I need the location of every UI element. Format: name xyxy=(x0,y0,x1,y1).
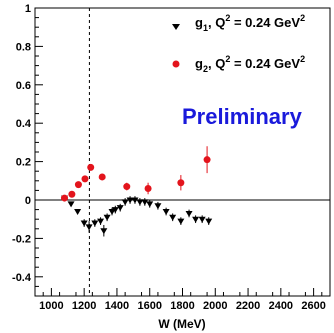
data-point-triangle xyxy=(205,218,213,225)
data-point-triangle xyxy=(192,216,200,223)
data-point-circle xyxy=(61,194,68,202)
x-axis-title: W (MeV) xyxy=(158,317,205,331)
data-point-triangle xyxy=(74,209,82,216)
plot-frame xyxy=(34,7,331,297)
x-tick-label: 1200 xyxy=(72,300,96,312)
data-point-circle xyxy=(123,183,131,191)
series-1 xyxy=(61,195,213,237)
data-point-circle xyxy=(177,179,185,187)
legend-label-g2: g2, Q2 = 0.24 GeV2 xyxy=(195,54,305,74)
series-2 xyxy=(61,146,211,202)
data-point-circle xyxy=(87,163,95,171)
x-tick-label: 2400 xyxy=(269,300,293,312)
data-point-triangle xyxy=(146,201,154,208)
data-layer xyxy=(61,146,213,237)
data-point-triangle xyxy=(121,199,129,206)
data-point-triangle xyxy=(80,220,88,227)
legend-marker-circle xyxy=(172,60,180,68)
y-tick-label: 0.6 xyxy=(16,80,31,92)
data-point-triangle xyxy=(162,209,170,216)
data-point-triangle xyxy=(131,197,139,204)
legend-marker-triangle xyxy=(172,24,180,30)
data-point-circle xyxy=(203,156,211,164)
x-tick-label: 2600 xyxy=(301,300,325,312)
data-point-circle xyxy=(74,181,82,189)
y-tick-label: 0.4 xyxy=(16,118,32,130)
data-point-circle xyxy=(98,173,106,181)
x-tick-label: 2000 xyxy=(203,300,227,312)
y-tick-label: -0.2 xyxy=(12,233,31,245)
x-tick-label: 2200 xyxy=(236,300,260,312)
data-point-triangle xyxy=(154,203,162,210)
y-tick-label: 0.2 xyxy=(16,157,31,169)
legend-entry-g1: g1, Q2 = 0.24 GeV2 xyxy=(172,13,305,33)
data-point-triangle xyxy=(177,218,185,225)
data-point-triangle xyxy=(103,214,111,221)
data-point-triangle xyxy=(97,218,105,225)
preliminary-annotation: Preliminary xyxy=(182,104,303,129)
data-point-triangle xyxy=(108,209,116,216)
data-point-triangle xyxy=(85,224,93,231)
data-point-triangle xyxy=(136,199,144,206)
y-tick-label: 0.8 xyxy=(16,41,31,53)
data-point-circle xyxy=(144,184,152,192)
data-point-triangle xyxy=(198,216,206,223)
data-point-triangle xyxy=(111,207,119,214)
data-point-triangle xyxy=(116,205,124,212)
data-point-triangle xyxy=(126,197,134,204)
data-point-triangle xyxy=(100,228,108,235)
data-point-triangle xyxy=(141,199,149,206)
legend-entry-g2: g2, Q2 = 0.24 GeV2 xyxy=(172,54,305,74)
data-point-triangle xyxy=(169,214,177,221)
legend: g1, Q2 = 0.24 GeV2 g2, Q2 = 0.24 GeV2 xyxy=(172,13,305,74)
data-point-triangle xyxy=(91,220,99,227)
y-tick-label: -0.4 xyxy=(12,272,32,284)
y-tick-label: 0 xyxy=(25,195,31,207)
x-tick-label: 1600 xyxy=(137,300,161,312)
reference-lines xyxy=(35,8,330,296)
x-tick-label: 1000 xyxy=(39,300,63,312)
data-point-triangle xyxy=(67,201,75,208)
y-tick-label: 1 xyxy=(25,3,31,15)
data-point-circle xyxy=(81,175,89,183)
x-tick-label: 1400 xyxy=(105,300,129,312)
legend-label-g1: g1, Q2 = 0.24 GeV2 xyxy=(195,13,305,33)
data-point-circle xyxy=(68,190,76,198)
axis-layer: 1000 1200 1400 1600 1800 2000 2200 2400 2600 -0.4… xyxy=(12,3,326,312)
x-tick-label: 1800 xyxy=(170,300,194,312)
data-point-triangle xyxy=(185,210,193,217)
